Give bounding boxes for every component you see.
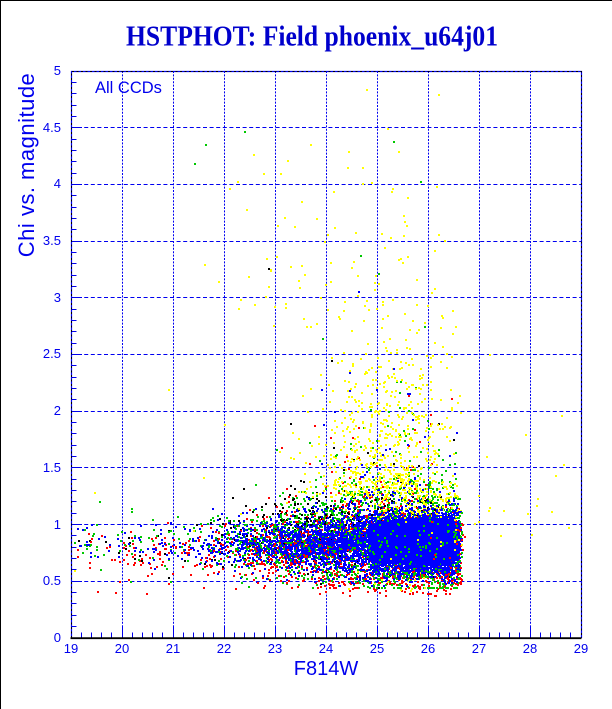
svg-text:1.5: 1.5 bbox=[43, 460, 61, 475]
svg-text:19: 19 bbox=[64, 641, 78, 656]
svg-text:HSTPHOT: Field phoenix_u64j01: HSTPHOT: Field phoenix_u64j01 bbox=[126, 21, 498, 53]
svg-text:0: 0 bbox=[54, 630, 61, 645]
svg-text:24: 24 bbox=[319, 641, 333, 656]
svg-text:3.5: 3.5 bbox=[43, 233, 61, 248]
svg-text:2.5: 2.5 bbox=[43, 346, 61, 361]
svg-text:28: 28 bbox=[523, 641, 537, 656]
svg-text:26: 26 bbox=[421, 641, 435, 656]
svg-text:23: 23 bbox=[268, 641, 282, 656]
svg-text:25: 25 bbox=[370, 641, 384, 656]
svg-text:22: 22 bbox=[217, 641, 231, 656]
svg-text:Chi vs. magnitude: Chi vs. magnitude bbox=[14, 73, 39, 258]
svg-text:3: 3 bbox=[54, 290, 61, 305]
svg-text:27: 27 bbox=[472, 641, 486, 656]
svg-text:1: 1 bbox=[54, 517, 61, 532]
svg-text:5: 5 bbox=[54, 63, 61, 78]
svg-text:All CCDs: All CCDs bbox=[95, 79, 162, 97]
svg-text:21: 21 bbox=[166, 641, 180, 656]
svg-text:2: 2 bbox=[54, 403, 61, 418]
svg-text:0.5: 0.5 bbox=[43, 573, 61, 588]
svg-text:4: 4 bbox=[54, 176, 61, 191]
svg-text:4.5: 4.5 bbox=[43, 120, 61, 135]
svg-text:20: 20 bbox=[115, 641, 129, 656]
svg-text:F814W: F814W bbox=[294, 658, 359, 680]
svg-text:29: 29 bbox=[574, 641, 588, 656]
